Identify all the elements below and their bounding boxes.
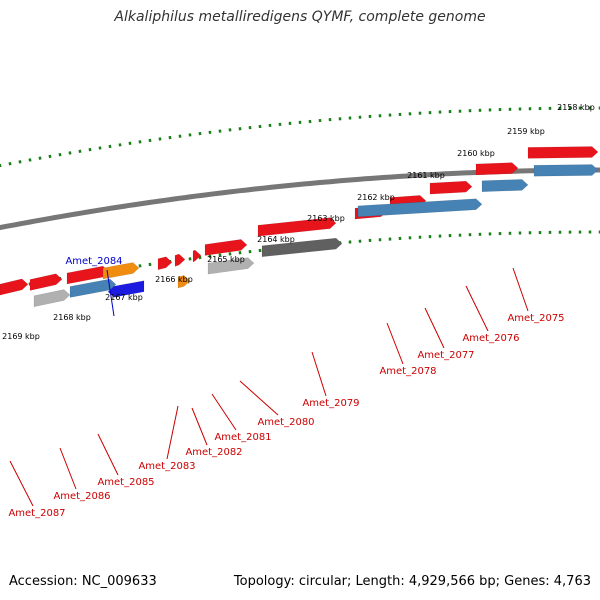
outer-scale-tick: [18, 160, 22, 164]
gene-feature: [261, 237, 343, 258]
label-leader-line: [59, 447, 77, 490]
gene-label: Amet_2077: [417, 350, 474, 361]
label-leader-line: [106, 269, 115, 317]
gene-label: Amet_2081: [214, 432, 271, 443]
label-leader-line: [191, 407, 208, 446]
outer-scale-ticks: [0, 106, 600, 168]
label-leader-line: [211, 393, 237, 431]
label-leader-line: [311, 351, 327, 397]
gene-label: Amet_2079: [302, 398, 359, 409]
outer-scale-tick: [8, 161, 12, 166]
scale-label: 2169 kbp: [2, 332, 40, 341]
accession-text: Accession: NC_009633: [9, 574, 157, 589]
gene-feature: [429, 180, 473, 195]
gene-feature: [192, 249, 202, 263]
label-leader-line: [166, 405, 179, 460]
gene-feature: [102, 262, 140, 280]
gene-label: Amet_2082: [185, 447, 242, 458]
label-leader-line: [465, 285, 489, 332]
gene-feature: [29, 273, 63, 291]
label-leader-line: [424, 307, 445, 349]
gene-feature: [177, 275, 191, 289]
scale-label: 2164 kbp: [257, 235, 295, 244]
label-leader-line: [386, 322, 404, 365]
gene-label: Amet_2083: [138, 461, 195, 472]
gene-feature: [527, 146, 599, 159]
gene-feature: [157, 256, 173, 271]
outer-scale-tick: [48, 154, 52, 159]
scale-label: 2161 kbp: [407, 171, 445, 180]
scale-label: 2167 kbp: [105, 293, 143, 302]
scale-label: 2166 kbp: [155, 275, 193, 284]
scale-label: 2165 kbp: [207, 255, 245, 264]
scale-label: 2158 kbp: [557, 103, 595, 112]
gene-feature: [257, 217, 337, 237]
genome-summary-text: Topology: circular; Length: 4,929,566 bp…: [233, 574, 591, 589]
gene-feature: [174, 253, 186, 267]
backbone-arc: [0, 167, 600, 231]
gene-feature: [533, 164, 599, 177]
gene-feature: [204, 239, 248, 256]
gene-label: Amet_2086: [53, 491, 110, 502]
map-title: Alkaliphilus metalliredigens QYMF, compl…: [114, 9, 486, 25]
gene-feature: [357, 198, 483, 218]
gene-features: [0, 146, 599, 308]
gene-feature: [0, 278, 29, 296]
scale-label: 2168 kbp: [53, 313, 91, 322]
scale-label: 2160 kbp: [457, 149, 495, 158]
scale-label: 2163 kbp: [307, 214, 345, 223]
outer-scale-tick: [68, 151, 72, 155]
gene-label: Amet_2084: [65, 256, 122, 267]
gene-label: Amet_2076: [462, 333, 519, 344]
outer-scale-tick: [58, 152, 62, 157]
gene-feature: [475, 162, 519, 176]
gene-label: Amet_2075: [507, 313, 564, 324]
label-leader-line: [512, 267, 529, 312]
gene-feature: [33, 289, 71, 308]
gene-labels: Amet_2075 Amet_2076 Amet_2077 Amet_2078 Amet…: [8, 256, 564, 519]
scale-label: 2162 kbp: [357, 193, 395, 202]
outer-scale-tick: [38, 156, 42, 160]
gene-feature: [207, 257, 255, 275]
scale-labels: 2158 kbp 2159 kbp 2160 kbp 2161 kbp 2162 kbp…: [2, 103, 595, 341]
gene-label: Amet_2087: [8, 508, 65, 519]
gene-label: Amet_2078: [379, 366, 436, 377]
gene-label: Amet_2085: [97, 477, 154, 488]
label-leader-line: [97, 433, 119, 476]
gene-feature: [481, 179, 529, 192]
outer-scale-tick: [28, 158, 32, 162]
gene-label: Amet_2080: [257, 417, 314, 428]
genome-backbone: [0, 167, 600, 231]
scale-label: 2159 kbp: [507, 127, 545, 136]
label-leader-line: [9, 460, 34, 507]
label-leader-line: [239, 380, 279, 416]
label-leader-lines: [9, 267, 529, 507]
